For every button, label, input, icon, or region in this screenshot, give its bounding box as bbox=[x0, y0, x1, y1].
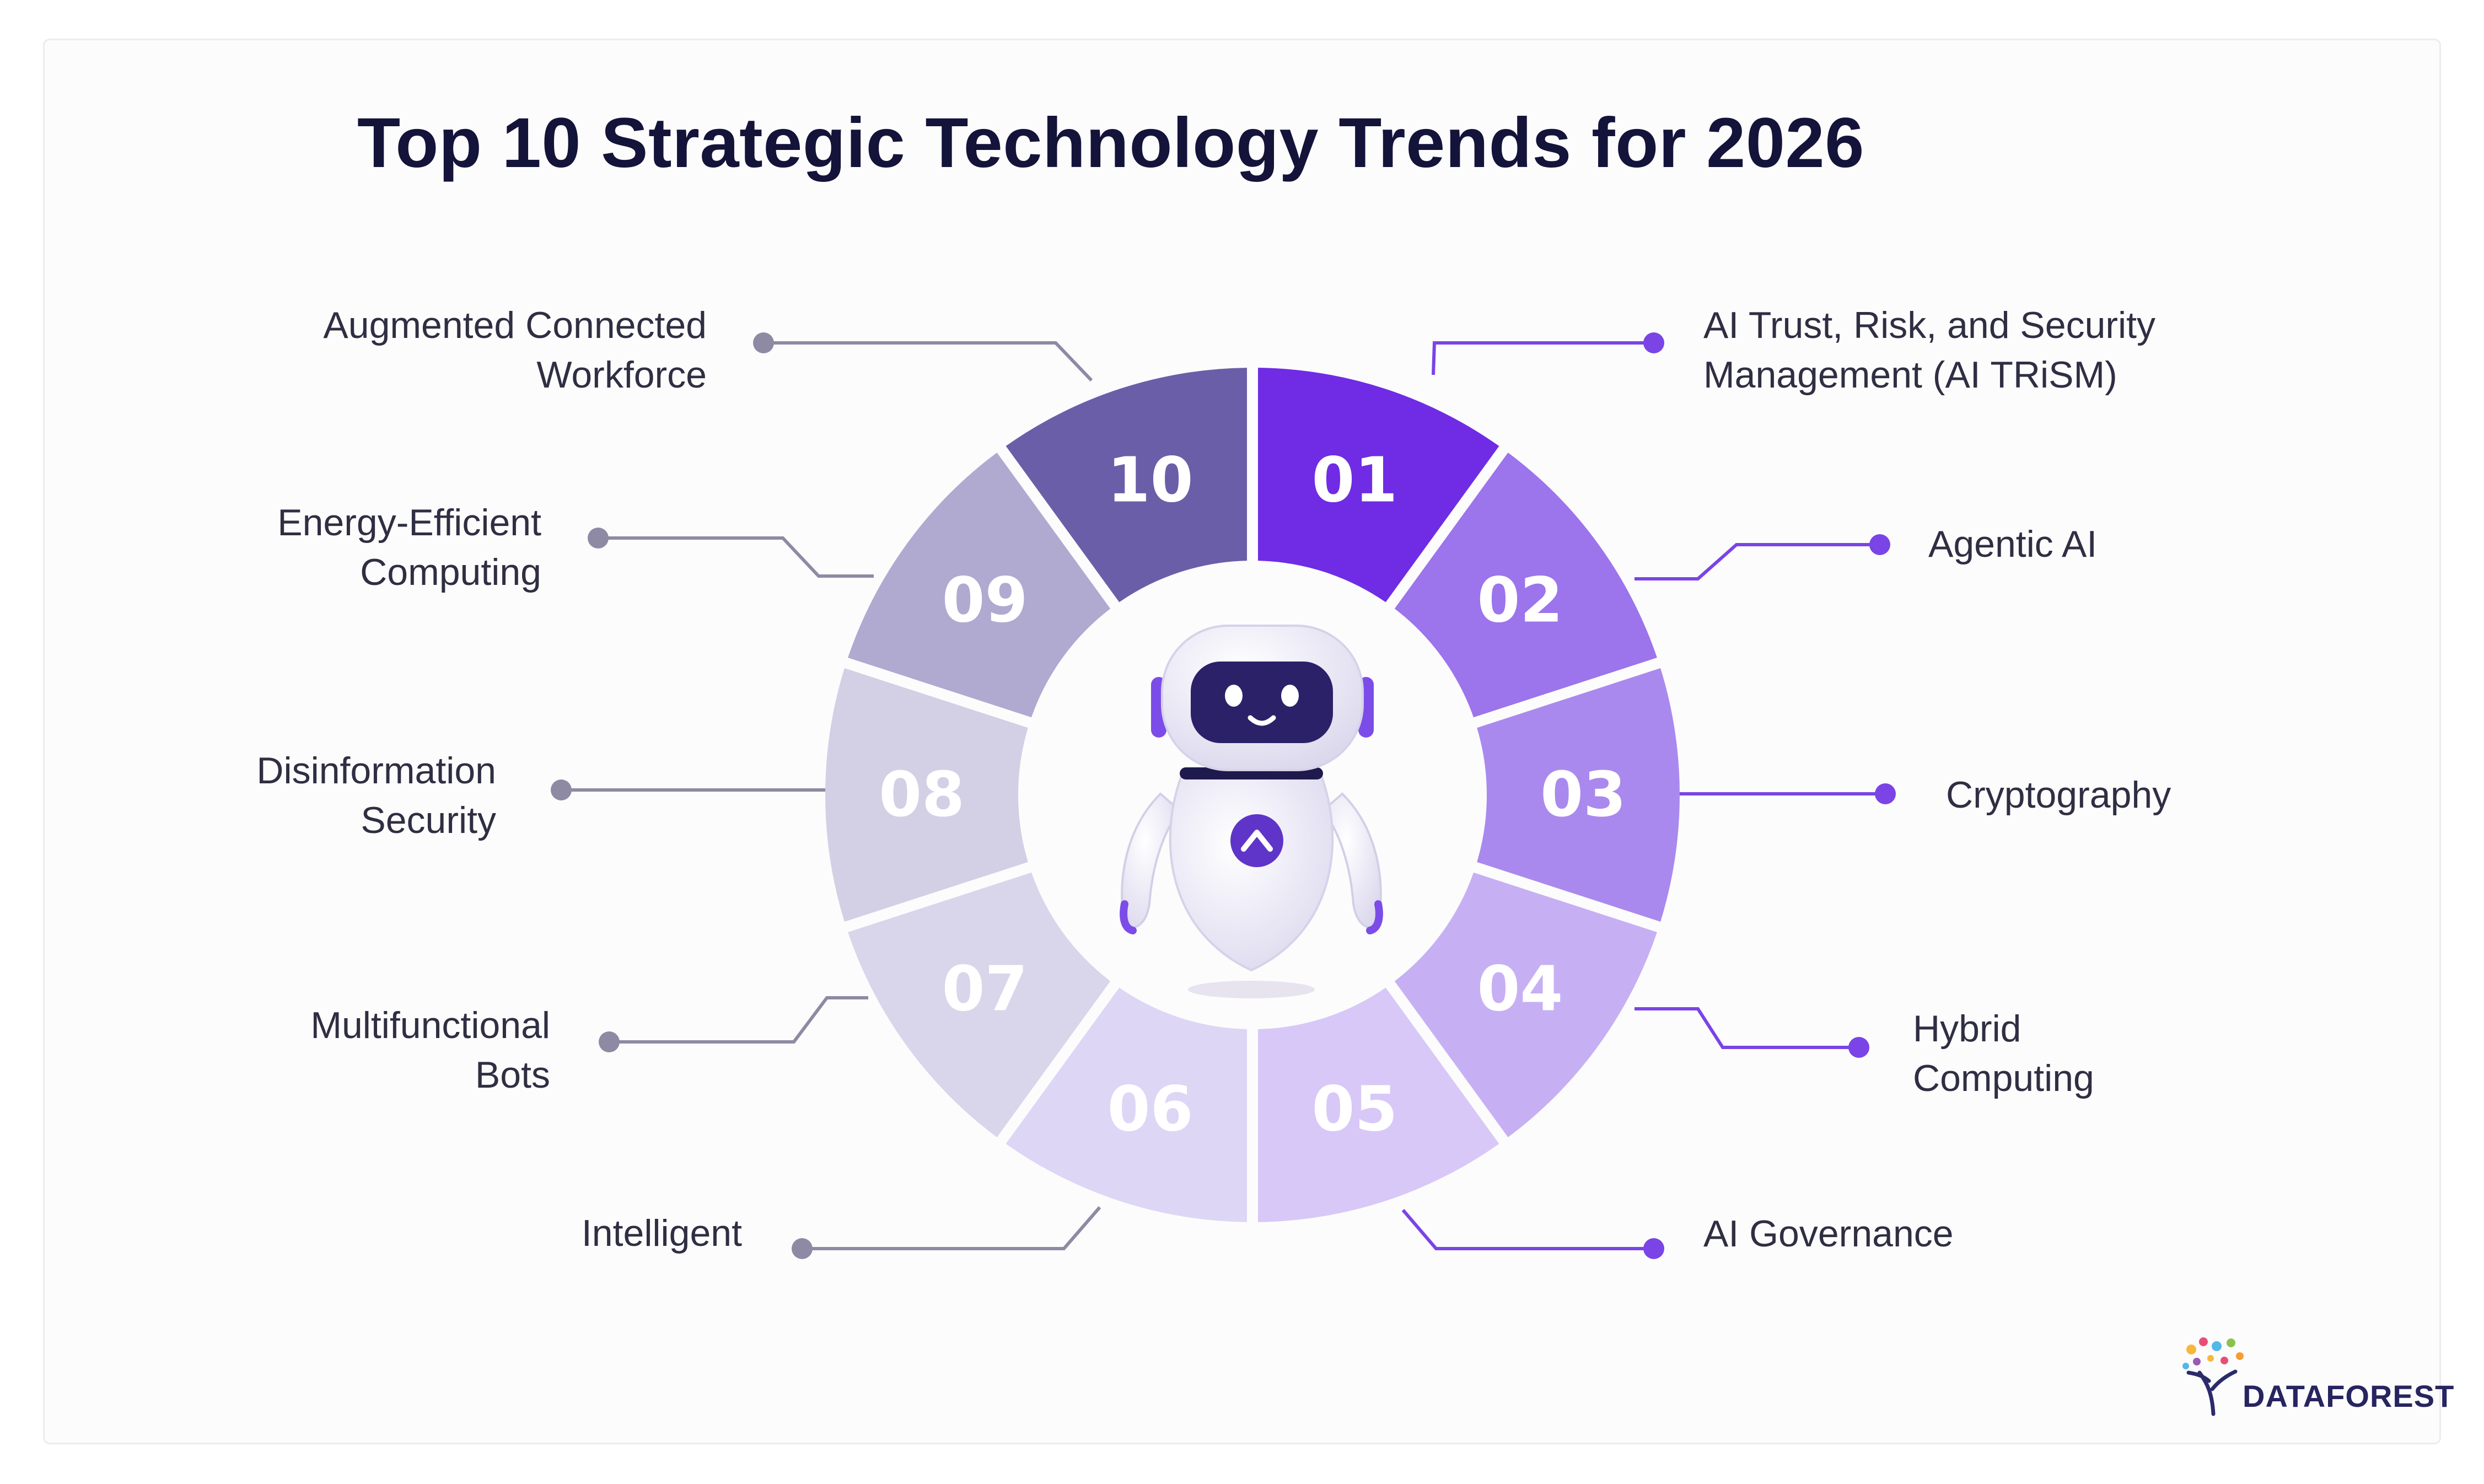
segment-number-07: 07 bbox=[942, 954, 1028, 1025]
connector-line-01 bbox=[1432, 341, 1654, 375]
connector-dot-10 bbox=[753, 332, 774, 353]
trend-label-10: Augmented Connected Workforce bbox=[323, 304, 707, 396]
segment-02 bbox=[1394, 452, 1657, 718]
trend-label-02: Agentic AI bbox=[1928, 523, 2098, 565]
trend-label-07: Multifunctional Bots bbox=[310, 1004, 550, 1096]
connector-line-07 bbox=[609, 996, 868, 1044]
connector-dot-04 bbox=[1848, 1037, 1869, 1058]
segment-number-03: 03 bbox=[1540, 759, 1626, 831]
dataforest-logo-icon bbox=[2182, 1337, 2244, 1416]
connector-line-09 bbox=[598, 536, 874, 578]
segment-number-01: 01 bbox=[1311, 444, 1397, 516]
connector-line-04 bbox=[1635, 1007, 1859, 1049]
connector-line-05 bbox=[1401, 1209, 1654, 1250]
segment-number-06: 06 bbox=[1107, 1074, 1193, 1146]
segment-09 bbox=[848, 452, 1111, 718]
page-title: Top 10 Strategic Technology Trends for 2… bbox=[357, 104, 1864, 182]
segment-04 bbox=[1394, 872, 1657, 1138]
trend-label-01: AI Trust, Risk, and Security Management … bbox=[1703, 304, 2156, 396]
connector-dot-07 bbox=[599, 1031, 620, 1052]
wheel-segments: 01 02 03 04 05 06 07 08 09 10 bbox=[825, 368, 1680, 1222]
connector-dot-08 bbox=[551, 779, 572, 800]
trend-label-04: Hybrid Computing bbox=[1913, 1008, 2094, 1099]
brand-name: DATAFOREST bbox=[2243, 1379, 2455, 1413]
segment-number-10: 10 bbox=[1107, 444, 1193, 516]
trend-label-09: Energy-Efficient Computing bbox=[277, 502, 541, 593]
segment-08 bbox=[825, 668, 1028, 922]
bottom-crop-band bbox=[375, 1268, 2122, 1329]
trend-label-08: Disinformation Security bbox=[256, 750, 496, 841]
segment-03 bbox=[1477, 668, 1680, 922]
robot-mascot-icon bbox=[1120, 625, 1383, 998]
segment-number-04: 04 bbox=[1477, 954, 1563, 1025]
segment-number-09: 09 bbox=[942, 564, 1028, 636]
segment-07 bbox=[848, 872, 1111, 1138]
segment-number-08: 08 bbox=[879, 759, 965, 831]
trend-label-05: AI Governance bbox=[1703, 1213, 1954, 1255]
connector-dot-06 bbox=[792, 1238, 813, 1259]
segment-number-02: 02 bbox=[1477, 564, 1563, 636]
connector-line-06 bbox=[802, 1206, 1101, 1250]
segment-10 bbox=[1006, 368, 1248, 603]
segment-06 bbox=[1006, 987, 1248, 1222]
connector-dot-01 bbox=[1643, 332, 1664, 353]
connector-lines bbox=[551, 332, 1896, 1259]
segment-05 bbox=[1257, 987, 1499, 1222]
connector-dot-03 bbox=[1875, 783, 1896, 804]
segment-01 bbox=[1257, 368, 1499, 603]
segment-number-05: 05 bbox=[1311, 1074, 1397, 1146]
connector-line-02 bbox=[1635, 543, 1880, 580]
connector-line-10 bbox=[764, 341, 1093, 382]
connector-dot-09 bbox=[588, 528, 609, 549]
trend-label-03: Cryptography bbox=[1946, 774, 2171, 816]
connector-dot-05 bbox=[1643, 1238, 1664, 1259]
connector-dot-02 bbox=[1869, 534, 1890, 555]
